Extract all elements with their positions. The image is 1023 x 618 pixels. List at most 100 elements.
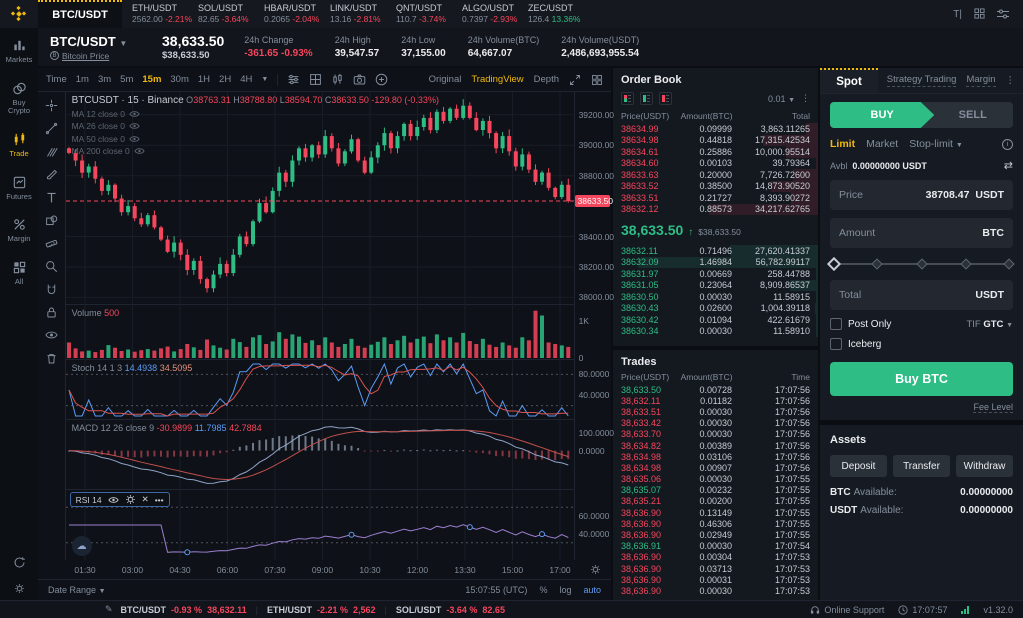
tool-pitchfork-icon[interactable] [45, 144, 58, 158]
amount-slider[interactable] [826, 256, 1015, 272]
sidebar-item-futures[interactable]: Futures [0, 175, 38, 202]
indicator-settings-icon[interactable] [125, 494, 136, 505]
tool-shapes-icon[interactable] [45, 213, 58, 227]
transfer-button[interactable]: Transfer [893, 455, 950, 477]
tab-margin[interactable]: Margin [966, 74, 996, 87]
eye-icon[interactable] [129, 122, 140, 130]
bitcoin-price-link[interactable]: Bitcoin Price [62, 50, 110, 61]
order-book-bid-row[interactable]: 38630.34 0.00030 11.58910 [613, 325, 818, 337]
order-type-market[interactable]: Market [866, 138, 899, 150]
percent-scale-button[interactable]: % [539, 585, 548, 595]
text-size-icon[interactable]: T| [953, 8, 962, 20]
ma-indicator-row[interactable]: MA 200 close 0 [72, 146, 439, 156]
trade-row[interactable]: 38,633.50 0.00728 17:07:56 [621, 384, 810, 395]
refresh-icon[interactable] [13, 556, 26, 569]
order-book-ask-row[interactable]: 38634.99 0.09999 3,863.11265 [613, 123, 818, 135]
trade-row[interactable]: 38,636.90 0.03713 17:07:53 [621, 563, 810, 574]
sell-toggle[interactable]: SELL [958, 109, 987, 121]
statusbar-pair[interactable]: ETH/USDT -2.21 % 2,562 [266, 604, 376, 615]
statusbar-pair[interactable]: SOL/USDT -3.64 % 82.65 [395, 604, 505, 615]
interval-time-label[interactable]: Time [46, 74, 67, 85]
tool-delete-icon[interactable] [45, 351, 58, 365]
iceberg-checkbox[interactable] [830, 338, 842, 350]
order-book-bid-row[interactable]: 38630.42 0.01094 422.61679 [613, 314, 818, 326]
order-book-ask-row[interactable]: 38633.52 0.38500 14,873.90520 [613, 180, 818, 192]
amount-input[interactable]: Amount BTC [830, 218, 1013, 248]
preferences-icon[interactable] [997, 9, 1009, 20]
rsi-pane[interactable]: RSI 14 ✕ ••• ☁ [65, 490, 574, 560]
eye-icon[interactable] [107, 496, 119, 504]
tab-strategy-trading[interactable]: Strategy Trading [886, 74, 957, 87]
ticker-item[interactable]: ALGO/USDT 0.7397 -2.93% [462, 3, 518, 24]
panel-grid-icon[interactable] [309, 73, 322, 86]
tool-text-icon[interactable] [45, 190, 58, 204]
indicator-settings-icon[interactable] [287, 73, 300, 86]
stoch-pane[interactable]: Stoch 14 1 3 14.4938 34.5095 [65, 360, 574, 420]
sidebar-item-markets[interactable]: Markets [0, 38, 38, 65]
tool-lock-icon[interactable] [45, 305, 58, 319]
ticker-tab-active[interactable]: BTC/USDT [38, 0, 122, 28]
sidebar-item-buy-crypto[interactable]: Buy Crypto [0, 81, 38, 116]
order-book-ask-row[interactable]: 38634.61 0.25886 10,000.95514 [613, 146, 818, 158]
book-view-asks-icon[interactable] [659, 92, 672, 105]
ticker-item[interactable]: QNT/USDT 110.7 -3.74% [396, 3, 446, 24]
ma-indicator-row[interactable]: MA 50 close 0 [72, 134, 439, 144]
interval-1H[interactable]: 1H [197, 74, 211, 85]
swap-icon[interactable]: ⇄ [1003, 160, 1013, 172]
interval-1m[interactable]: 1m [75, 74, 89, 85]
trade-row[interactable]: 38,636.90 0.00304 17:07:53 [621, 552, 810, 563]
more-icon[interactable]: ⋮ [801, 93, 810, 103]
add-indicator-icon[interactable] [375, 73, 388, 86]
trade-row[interactable]: 38,635.07 0.00232 17:07:55 [621, 485, 810, 496]
interval-30m[interactable]: 30m [170, 74, 189, 85]
ticker-item[interactable]: ETH/USDT 2562.00 -2.21% [132, 3, 193, 24]
total-input[interactable]: Total USDT [830, 280, 1013, 310]
trade-row[interactable]: 38,634.98 0.03106 17:07:56 [621, 451, 810, 462]
buy-btc-button[interactable]: Buy BTC [830, 362, 1013, 396]
trade-row[interactable]: 38,636.90 0.46306 17:07:55 [621, 518, 810, 529]
trade-row[interactable]: 38,632.11 0.01182 17:07:56 [621, 395, 810, 406]
trade-row[interactable]: 38,636.90 0.02949 17:07:55 [621, 530, 810, 541]
book-last-price[interactable]: 38,633.50 ↑ $38,633.50 [621, 222, 741, 238]
buy-toggle[interactable]: BUY [830, 102, 935, 128]
order-book-ask-row[interactable]: 38633.63 0.20000 7,726.72600 [613, 169, 818, 181]
interval-3m[interactable]: 3m [97, 74, 112, 85]
time-axis[interactable]: 01:30 03:00 04:30 06:00 07:30 09:00 10:30 12:00… [38, 560, 611, 580]
tool-measure-icon[interactable] [45, 236, 58, 250]
pair-selector[interactable]: BTC/USDT ▼ [50, 33, 128, 49]
order-book-ask-row[interactable]: 38634.98 0.44818 17,315.42534 [613, 134, 818, 146]
sidebar-item-trade[interactable]: Trade [0, 132, 38, 159]
trade-row[interactable]: 38,634.98 0.00907 17:07:56 [621, 462, 810, 473]
order-type-limit[interactable]: Limit [830, 138, 856, 150]
interval-more-icon[interactable]: ▼ [261, 76, 269, 83]
info-icon[interactable]: i [1002, 138, 1013, 150]
eye-icon[interactable] [129, 135, 140, 143]
date-range-button[interactable]: Date Range ▼ [48, 585, 106, 595]
ma-indicator-row[interactable]: MA 12 close 0 [72, 109, 439, 119]
view-depth[interactable]: Depth [533, 74, 559, 85]
fullscreen-icon[interactable] [569, 74, 581, 86]
tif-select[interactable]: TIF GTC ▼ [966, 318, 1013, 330]
precision-select[interactable]: 0.01 ▼ [768, 93, 795, 104]
tool-crosshair-icon[interactable] [45, 98, 58, 112]
deposit-button[interactable]: Deposit [830, 455, 887, 477]
withdraw-button[interactable]: Withdraw [956, 455, 1013, 477]
order-book-bid-row[interactable]: 38631.05 0.23064 8,909.86537 [613, 279, 818, 291]
layout-icon[interactable] [591, 74, 603, 86]
order-book-ask-row[interactable]: 38634.60 0.00103 39.79364 [613, 157, 818, 169]
interval-4H[interactable]: 4H [240, 74, 253, 85]
binance-logo-icon[interactable] [0, 0, 38, 28]
ticker-item[interactable]: SOL/USDT 82.65 -3.64% [198, 3, 249, 24]
trade-row[interactable]: 38,636.90 0.00030 17:07:53 [621, 585, 810, 596]
order-book-ask-row[interactable]: 38632.12 0.88573 34,217.62765 [613, 203, 818, 215]
main-chart-pane[interactable]: BTCUSDT · 15 · Binance O38763.31 H38788.… [65, 92, 574, 305]
trade-row[interactable]: 38,635.06 0.00030 17:07:55 [621, 474, 810, 485]
trade-row[interactable]: 38,634.82 0.00389 17:07:56 [621, 440, 810, 451]
settings-gear-icon[interactable] [14, 583, 25, 594]
camera-icon[interactable] [353, 73, 366, 86]
post-only-checkbox[interactable] [830, 318, 842, 330]
order-book-bid-row[interactable]: 38632.09 1.46984 56,782.99117 [613, 256, 818, 268]
tool-eye-icon[interactable] [45, 328, 58, 342]
eye-icon[interactable] [129, 110, 140, 118]
trade-row[interactable]: 38,636.91 0.00030 17:07:54 [621, 541, 810, 552]
